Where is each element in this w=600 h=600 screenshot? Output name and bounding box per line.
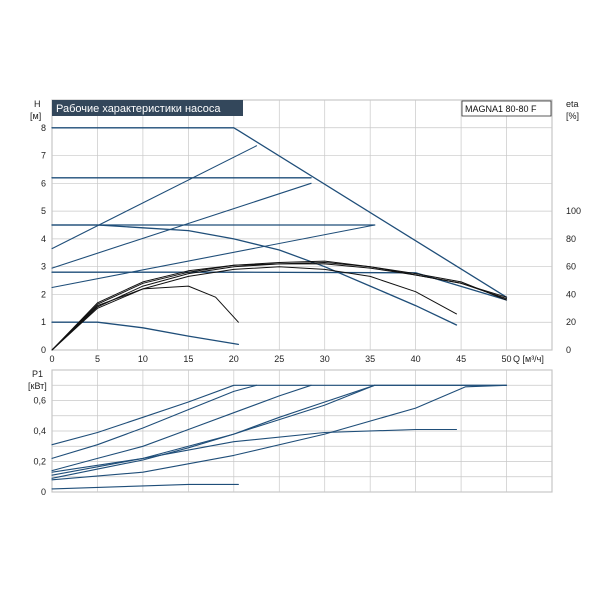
y-right-tick-label: 40 — [566, 289, 576, 299]
head-curve — [51, 224, 458, 326]
x-tick-label: 15 — [183, 354, 193, 364]
control-line — [51, 182, 312, 269]
power-curve — [51, 384, 258, 459]
chart-title: Рабочие характеристики насоса — [56, 103, 221, 115]
y-tick-label: 8 — [41, 123, 46, 133]
x-tick-label: 40 — [411, 354, 421, 364]
x-tick-label: 5 — [95, 354, 100, 364]
y-axis-label-p1: P1 — [32, 369, 43, 379]
y-tick-label: 3 — [41, 262, 46, 272]
efficiency-curve — [51, 263, 507, 351]
y-axis-label-h: H — [34, 99, 41, 109]
control-line — [51, 224, 376, 289]
x-tick-label: 25 — [274, 354, 284, 364]
y-axis-unit-h: [м] — [30, 111, 41, 121]
head-ticks: 0 5 10 15 20 25 30 35 40 45 5001234567802040608010… — [41, 123, 581, 364]
y-right-label-eta: eta — [566, 99, 579, 109]
y-right-tick-label: 60 — [566, 262, 576, 272]
power-curves — [51, 384, 508, 490]
model-box — [461, 100, 552, 117]
power-ticks: 0 0,2 0,4 0,6 — [33, 396, 46, 498]
model-label: MAGNA1 80-80 F — [465, 104, 537, 114]
efficiency-curve — [51, 285, 239, 351]
y-tick-label: 0 — [41, 487, 46, 497]
y-tick-label: 6 — [41, 178, 46, 188]
power-curve — [51, 483, 239, 490]
power-panel: P1 [кВт] 0 0,2 0,4 0,6 — [28, 369, 553, 498]
y-right-tick-label: 20 — [566, 317, 576, 327]
y-tick-label: 0,2 — [33, 457, 46, 467]
head-curves — [51, 127, 508, 351]
y-right-unit-eta: [%] — [566, 111, 579, 121]
y-tick-label: 7 — [41, 151, 46, 161]
y-tick-label: 0,4 — [33, 426, 46, 436]
y-tick-label: 4 — [41, 234, 46, 244]
power-curve — [51, 384, 376, 479]
efficiency-curve — [51, 266, 457, 351]
y-right-tick-label: 80 — [566, 234, 576, 244]
y-right-tick-label: 0 — [566, 345, 571, 355]
head-curve — [51, 271, 508, 301]
head-curve — [51, 127, 508, 298]
x-tick-label: 0 — [49, 354, 54, 364]
x-tick-label: 35 — [365, 354, 375, 364]
x-tick-label: 20 — [229, 354, 239, 364]
y-tick-label: 5 — [41, 206, 46, 216]
y-right-tick-label: 100 — [566, 206, 581, 216]
x-tick-label: 45 — [456, 354, 466, 364]
power-curve — [51, 428, 458, 473]
x-tick-label: 30 — [320, 354, 330, 364]
power-curve — [51, 384, 508, 446]
power-curve — [51, 384, 312, 472]
y-tick-label: 0 — [41, 345, 46, 355]
x-tick-label: 10 — [138, 354, 148, 364]
efficiency-curve — [51, 260, 507, 351]
y-tick-label: 0,6 — [33, 396, 46, 406]
power-curve — [51, 384, 508, 481]
title-box — [52, 100, 243, 116]
x-tick-label: 50 — [502, 354, 512, 364]
y-axis-unit-p1: [кВт] — [28, 381, 47, 391]
control-line — [51, 145, 258, 250]
head-panel: Рабочие характеристики насоса MAGNA1 80-… — [30, 99, 581, 364]
y-tick-label: 1 — [41, 317, 46, 327]
x-axis-label: Q [м³/ч] — [513, 354, 544, 364]
y-tick-label: 2 — [41, 289, 46, 299]
